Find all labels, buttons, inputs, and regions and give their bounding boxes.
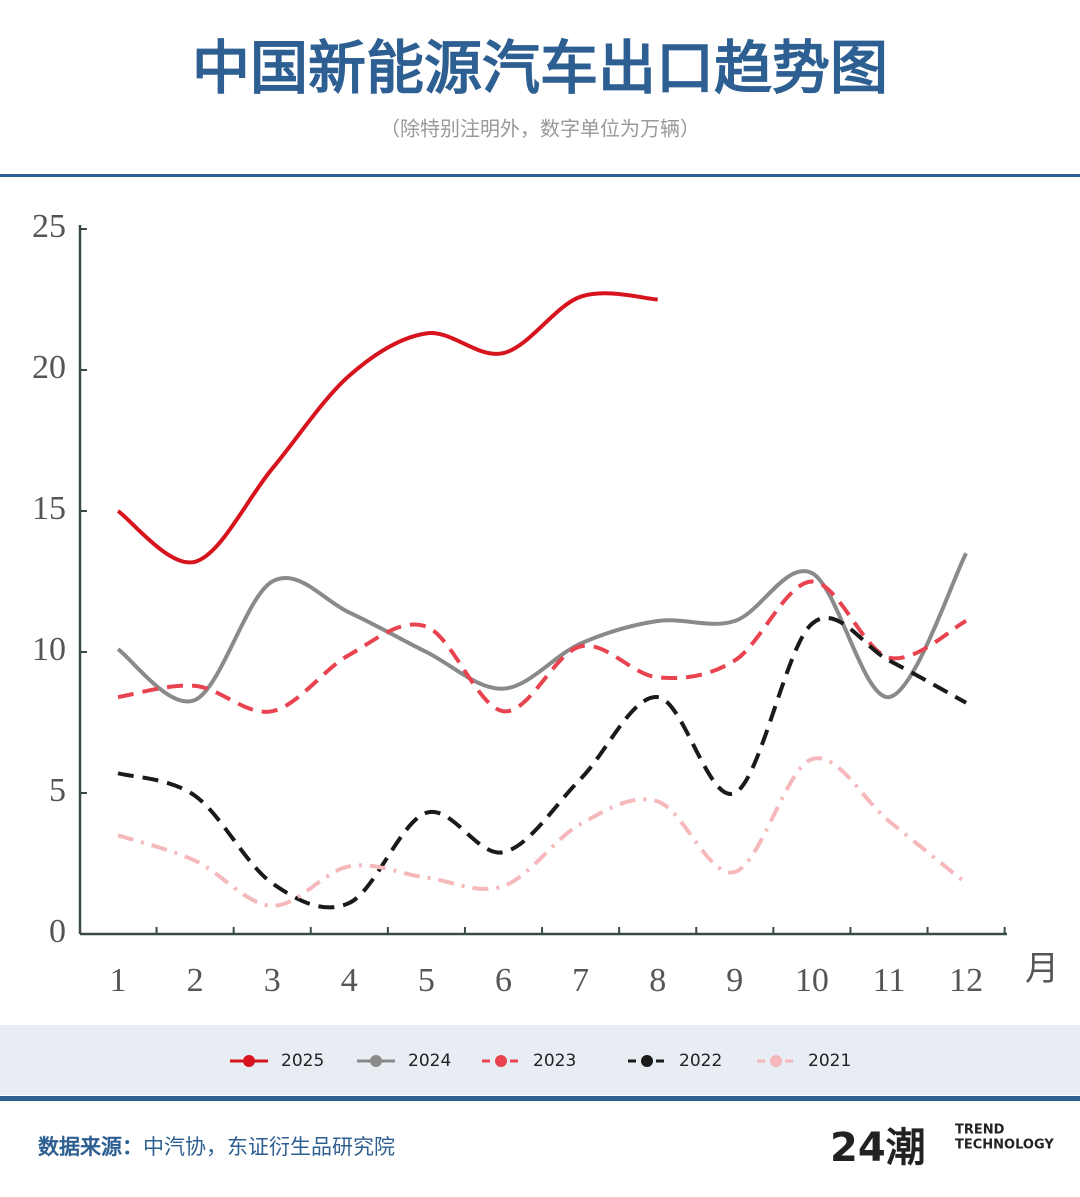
source: 数据来源：中汽协，东证衍生品研究院 — [38, 1135, 395, 1159]
legend-label: 2023 — [533, 1051, 576, 1071]
legend-marker — [243, 1055, 255, 1067]
legend-label: 2025 — [281, 1051, 324, 1071]
legend-band — [0, 1025, 1080, 1095]
x-tick-label: 1 — [110, 962, 127, 999]
source-text: 中汽协，东证衍生品研究院 — [143, 1135, 395, 1159]
logo-text: TECHNOLOGY — [955, 1138, 1054, 1153]
series-line — [117, 756, 968, 908]
y-tick-label: 15 — [32, 490, 66, 527]
series-line — [116, 552, 968, 704]
y-tick-label: 25 — [32, 208, 66, 245]
legend-label: 2024 — [408, 1051, 451, 1071]
series-line — [117, 579, 968, 714]
x-axis-label: 月 — [1025, 951, 1059, 988]
logo-text: TREND — [955, 1123, 1005, 1138]
logo: 24潮 — [830, 1125, 926, 1171]
x-tick-label: 12 — [949, 962, 983, 999]
chart-title: 中国新能源汽车出口趋势图 — [192, 34, 888, 102]
legend-label: 2021 — [808, 1051, 851, 1071]
x-tick-label: 11 — [873, 962, 906, 999]
divider — [0, 174, 1080, 177]
x-tick-label: 5 — [418, 962, 435, 999]
x-tick-label: 7 — [572, 962, 589, 999]
divider — [0, 1096, 1080, 1101]
source-label: 数据来源： — [38, 1135, 143, 1159]
y-tick-label: 0 — [49, 913, 66, 950]
y-tick-label: 20 — [32, 349, 66, 386]
x-tick-label: 4 — [341, 962, 358, 999]
y-tick-label: 10 — [32, 631, 66, 668]
series-line — [117, 615, 968, 910]
x-tick-label: 2 — [187, 962, 204, 999]
legend-marker — [770, 1055, 782, 1067]
legend-marker — [641, 1055, 653, 1067]
x-tick-label: 8 — [649, 962, 666, 999]
series-line — [116, 291, 658, 565]
x-tick-label: 3 — [264, 962, 281, 999]
x-tick-label: 10 — [795, 962, 829, 999]
legend-marker — [495, 1055, 507, 1067]
y-tick-label: 5 — [49, 772, 66, 809]
legend-marker — [370, 1055, 382, 1067]
legend-label: 2022 — [679, 1051, 722, 1071]
x-tick-label: 9 — [726, 962, 743, 999]
x-tick-label: 6 — [495, 962, 512, 999]
chart-subtitle: （除特别注明外，数字单位为万辆） — [380, 117, 700, 141]
